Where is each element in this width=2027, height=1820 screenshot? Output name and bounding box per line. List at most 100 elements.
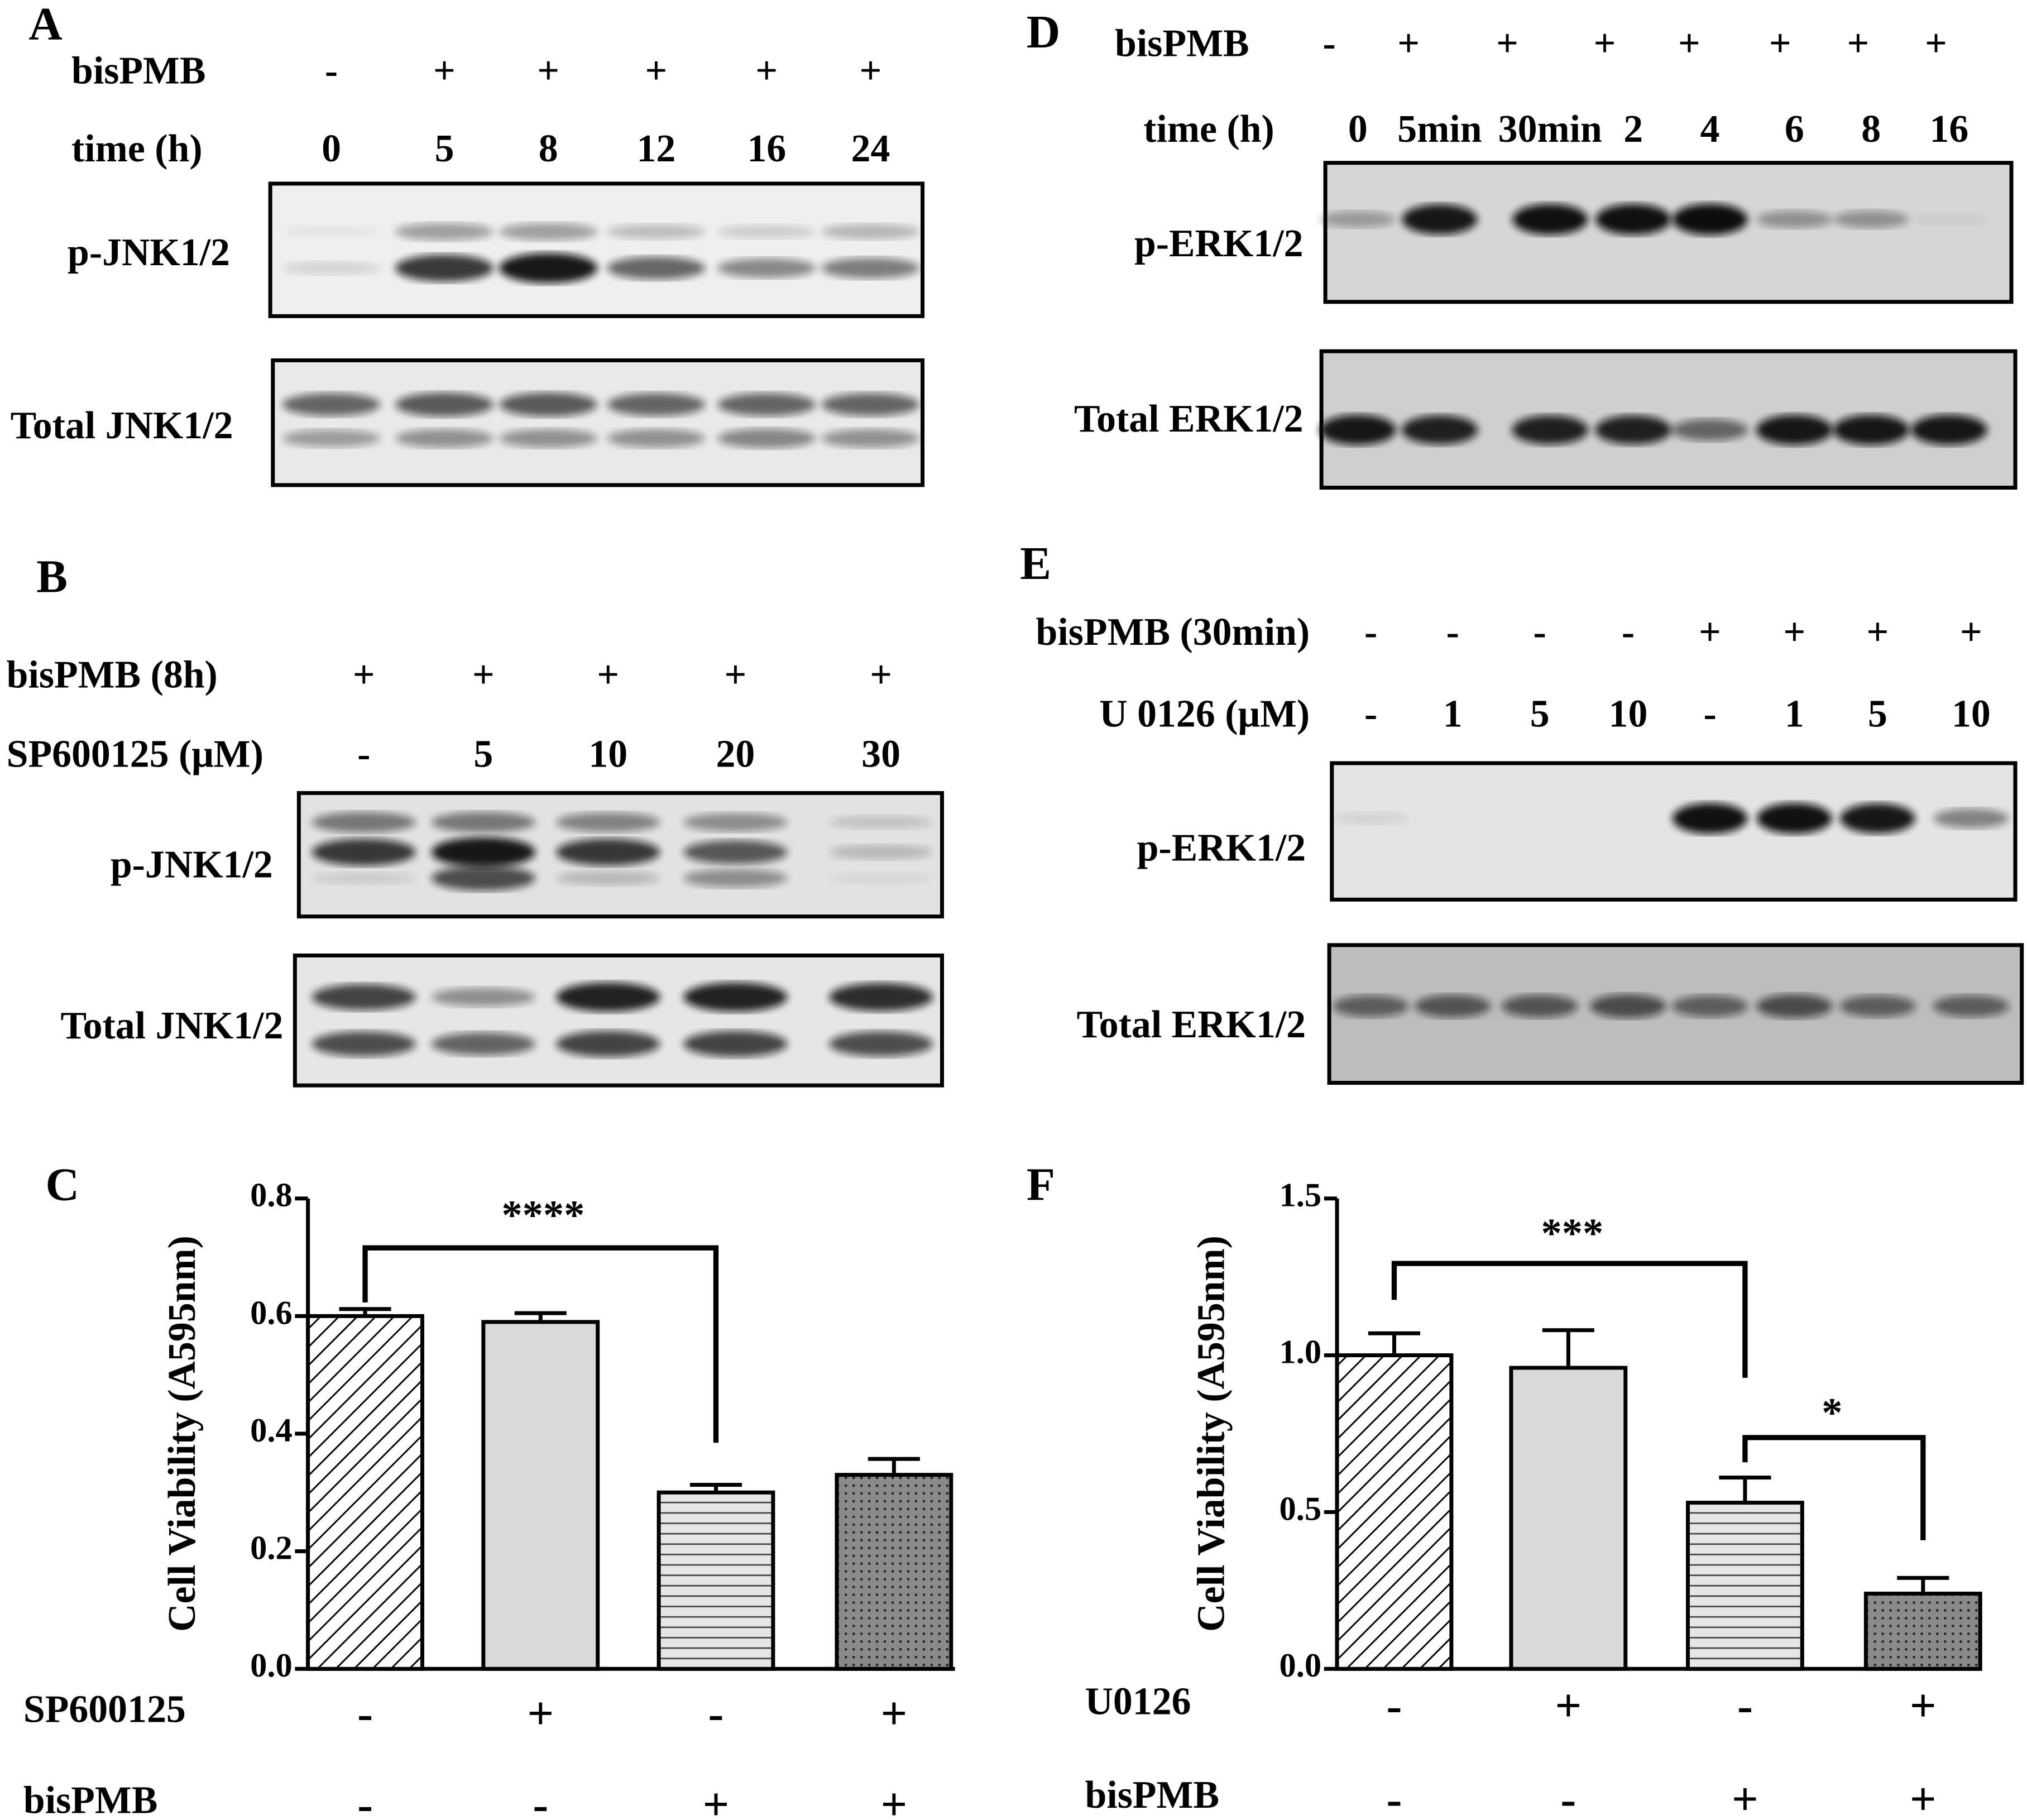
blot-label: p-ERK1/2 xyxy=(1137,826,1306,869)
condition-value: + xyxy=(703,1779,730,1820)
lane-label: - xyxy=(1703,693,1716,736)
y-tick-label: 0.4 xyxy=(250,1412,293,1449)
condition-value: - xyxy=(1387,1680,1402,1732)
lane-label: 0 xyxy=(322,127,341,170)
lane-label: - xyxy=(1534,611,1546,654)
band xyxy=(282,393,381,416)
lane-label: 10 xyxy=(588,733,627,776)
band xyxy=(1414,994,1491,1018)
lane-label: + xyxy=(472,654,495,697)
lane-label: 0 xyxy=(1348,108,1368,151)
band xyxy=(828,1031,933,1057)
lane-label: 6 xyxy=(1785,108,1804,151)
band xyxy=(821,224,920,240)
lane-label: + xyxy=(1960,611,1982,654)
band xyxy=(1333,995,1409,1017)
band xyxy=(683,982,788,1012)
condition-value: - xyxy=(1737,1680,1753,1732)
lane-label: 8 xyxy=(1861,108,1881,151)
band xyxy=(312,812,416,833)
lane-label: + xyxy=(725,654,747,697)
band xyxy=(717,393,816,416)
y-tick-label: 1.0 xyxy=(1280,1333,1322,1371)
band xyxy=(1833,414,1910,445)
lane-label: 5 xyxy=(1530,693,1550,736)
condition-value: + xyxy=(527,1688,554,1740)
condition-value: + xyxy=(1732,1774,1758,1820)
lane-label: 5min xyxy=(1397,108,1482,151)
band xyxy=(499,253,598,284)
lane-label: - xyxy=(1622,611,1635,654)
lane-label: + xyxy=(537,49,559,92)
bar xyxy=(306,1314,424,1671)
lane-label: 10 xyxy=(1609,693,1648,736)
lane-label: 30min xyxy=(1498,108,1602,151)
condition-value: - xyxy=(357,1779,373,1820)
row-label: bisPMB xyxy=(71,49,206,92)
band xyxy=(821,393,920,416)
lane-label: + xyxy=(1769,22,1791,65)
lane-label: 5 xyxy=(1868,693,1887,736)
band xyxy=(395,429,493,448)
lane-label: + xyxy=(1783,611,1805,654)
band xyxy=(431,812,535,833)
blot-label: Total ERK1/2 xyxy=(1074,397,1304,440)
band xyxy=(1512,415,1589,445)
band xyxy=(312,871,416,885)
lane-label: 1 xyxy=(1785,693,1804,736)
band xyxy=(1595,204,1671,235)
lane-label: 5 xyxy=(473,733,493,776)
band xyxy=(683,813,788,832)
band xyxy=(1333,812,1408,825)
band xyxy=(499,429,597,448)
band xyxy=(1401,415,1478,445)
lane-label: + xyxy=(1699,611,1721,654)
lane-label: 16 xyxy=(747,127,786,170)
band xyxy=(828,872,933,884)
band xyxy=(1595,415,1672,445)
y-tick-label: 0.6 xyxy=(250,1294,293,1332)
band xyxy=(1672,203,1748,235)
band xyxy=(1671,419,1748,441)
lane-label: + xyxy=(597,654,619,697)
panel-letter: D xyxy=(1027,6,1061,58)
blot-label: p-JNK1/2 xyxy=(68,231,230,274)
condition-value: + xyxy=(1555,1680,1582,1732)
band xyxy=(1402,204,1478,234)
significance-bracket xyxy=(1391,1261,1748,1378)
band xyxy=(607,224,706,240)
lane-label: 1 xyxy=(1443,693,1463,736)
band xyxy=(683,840,788,864)
row-label: bisPMB (30min) xyxy=(1036,611,1310,654)
row-label: bisPMB (8h) xyxy=(7,654,218,697)
band xyxy=(499,392,597,416)
lane-label: + xyxy=(1925,22,1947,65)
significance-bracket xyxy=(362,1245,719,1443)
y-tick-label: 0.8 xyxy=(250,1177,293,1214)
significance-bracket xyxy=(1742,1435,1926,1540)
row-label: time (h) xyxy=(1143,108,1274,151)
band xyxy=(1910,414,1987,445)
y-tick-label: 0.5 xyxy=(1280,1490,1322,1527)
lane-label: + xyxy=(860,49,882,92)
blot xyxy=(268,181,925,318)
blot-label: Total JNK1/2 xyxy=(11,404,233,447)
band xyxy=(1840,803,1915,834)
band xyxy=(556,1031,660,1057)
lane-label: 8 xyxy=(539,127,558,170)
condition-label: U0126 xyxy=(1085,1680,1191,1723)
band xyxy=(312,1031,416,1057)
condition-label: bisPMB xyxy=(23,1779,158,1820)
band xyxy=(1756,414,1833,445)
panel-letter: E xyxy=(1020,538,1051,590)
lane-label: 24 xyxy=(851,127,890,170)
y-tick-label: 0.0 xyxy=(1280,1647,1322,1684)
condition-value: - xyxy=(1387,1774,1402,1820)
band xyxy=(607,256,706,280)
blot xyxy=(271,358,925,487)
lane-label: + xyxy=(1847,22,1870,65)
lane-label: + xyxy=(433,49,456,92)
band xyxy=(431,865,535,891)
blot-label: p-ERK1/2 xyxy=(1134,222,1304,265)
band xyxy=(499,223,598,241)
